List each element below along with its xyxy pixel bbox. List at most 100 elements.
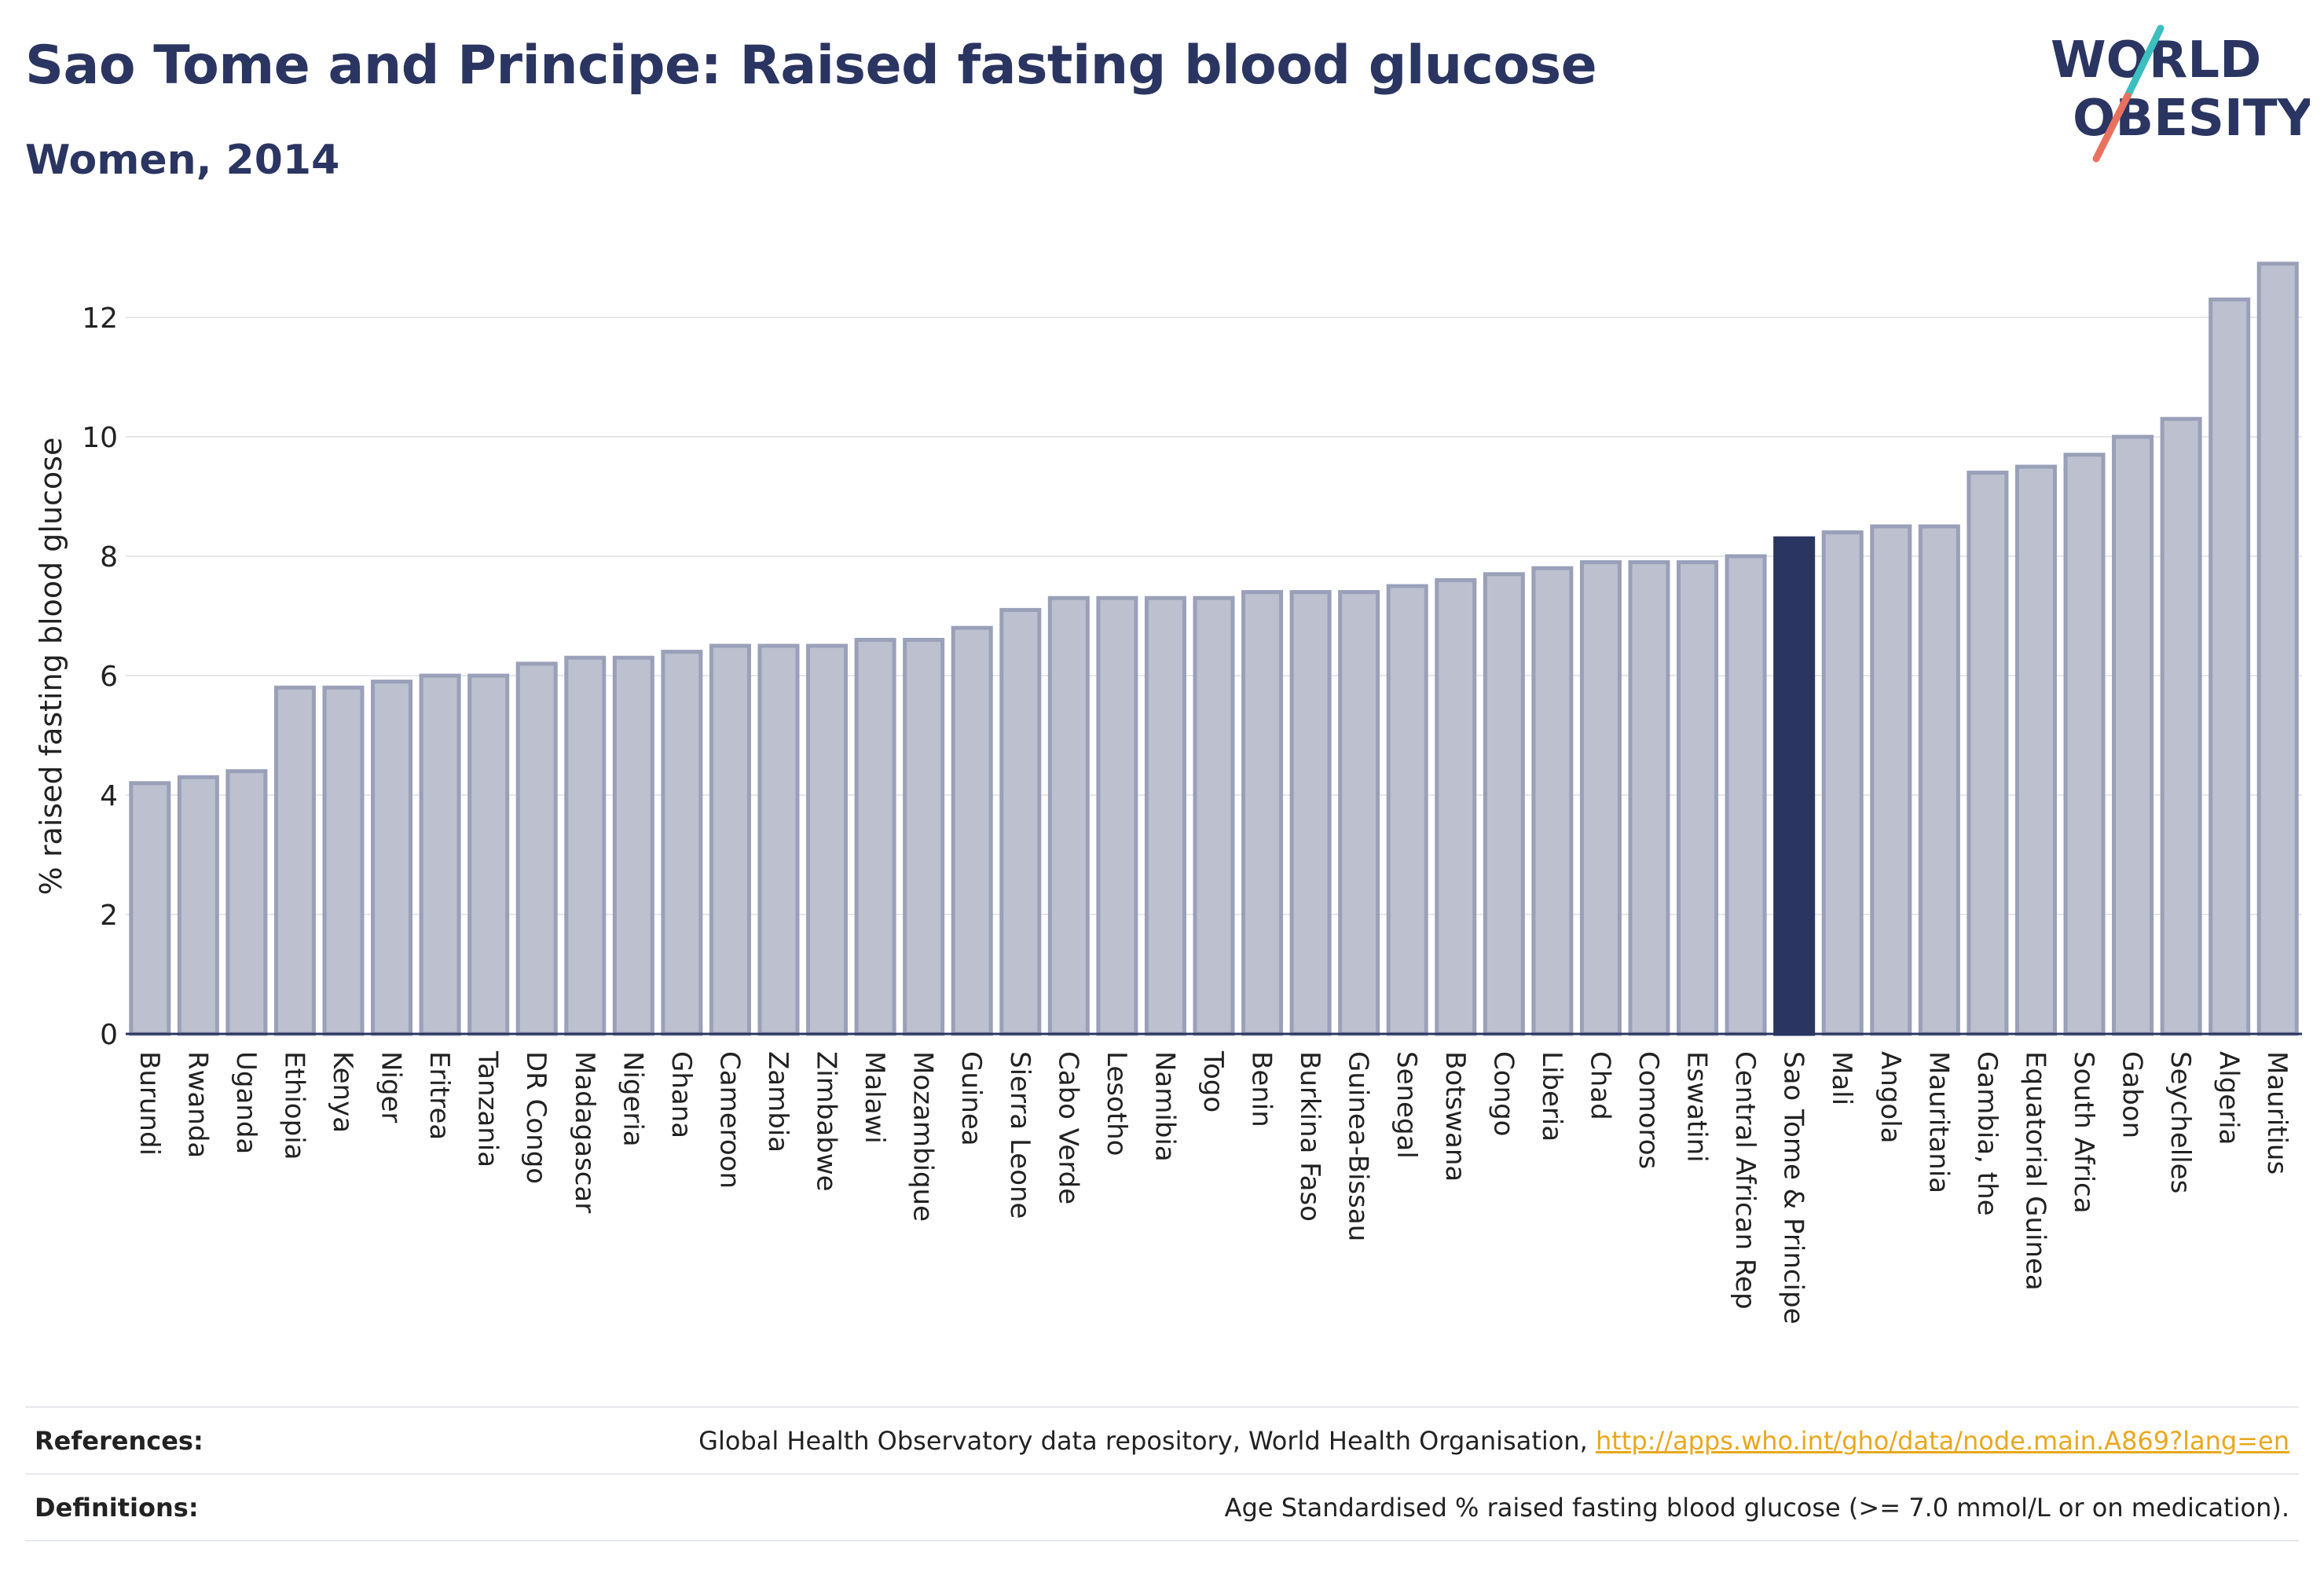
y-tick-label: 10 — [82, 422, 118, 454]
bar — [612, 655, 654, 1036]
bar — [903, 637, 945, 1036]
bar — [1677, 560, 1719, 1036]
logo-line2: OBESITY — [2073, 90, 2310, 148]
references-link[interactable]: http://apps.who.int/gho/data/node.main.A… — [1595, 1426, 2289, 1456]
x-tick-label: Cabo Verde — [1052, 1051, 1083, 1204]
x-tick-label: Burundi — [134, 1051, 165, 1156]
x-tick-label: Ghana — [665, 1051, 697, 1138]
x-tick-label: Liberia — [1536, 1051, 1567, 1142]
references-row: References: Global Health Observatory da… — [25, 1409, 2299, 1473]
x-tick-label: Mauritania — [1923, 1051, 1954, 1193]
x-tick-label: Uganda — [230, 1051, 262, 1154]
x-tick-label: Kenya — [327, 1051, 358, 1133]
x-tick-label: Lesotho — [1101, 1051, 1132, 1156]
x-tick-label: Congo — [1487, 1051, 1519, 1136]
bar — [177, 775, 219, 1036]
references-label: References: — [35, 1426, 203, 1456]
bar — [1725, 554, 1767, 1036]
bar-highlighted — [1773, 536, 1816, 1036]
y-tick-labels: 0 2 4 6 8 10 12 — [82, 302, 118, 1051]
x-tick-label: Guinea-Bissau — [1343, 1051, 1374, 1241]
y-tick-label: 12 — [82, 302, 118, 335]
x-tick-label: Gambia, the — [1971, 1051, 2003, 1216]
x-tick-label: DR Congo — [520, 1051, 552, 1184]
bar — [2160, 416, 2202, 1036]
y-tick-label: 2 — [100, 900, 118, 932]
bar — [2014, 464, 2057, 1036]
x-tick-label: Tanzania — [472, 1050, 504, 1167]
x-tick-label: Burkina Faso — [1294, 1051, 1325, 1222]
bar — [322, 685, 365, 1036]
bar — [1821, 530, 1864, 1036]
footer-divider — [25, 1473, 2299, 1475]
y-tick-label: 4 — [100, 780, 118, 812]
bar — [951, 625, 993, 1036]
references-value: Global Health Observatory data repositor… — [698, 1426, 2289, 1456]
bar — [2256, 262, 2299, 1036]
x-tick-label: Ethiopia — [278, 1051, 310, 1160]
x-tick-label: Equatorial Guinea — [2019, 1051, 2051, 1291]
bar — [806, 643, 849, 1036]
bar — [2209, 297, 2251, 1036]
bar — [1628, 560, 1670, 1036]
bar — [1289, 590, 1332, 1036]
bar — [1483, 572, 1525, 1036]
x-tick-label: Sao Tome & Principe — [1778, 1051, 1809, 1325]
bar — [515, 662, 558, 1036]
chart-subtitle: Women, 2014 — [25, 137, 340, 184]
bar — [757, 643, 800, 1036]
logo-slash-teal — [2124, 24, 2165, 100]
footer-divider — [25, 1406, 2299, 1408]
bar — [419, 673, 461, 1036]
x-tick-label: Eswatini — [1681, 1051, 1713, 1163]
footer-divider — [25, 1540, 2299, 1541]
bar — [1435, 577, 1477, 1036]
x-tick-label: Angola — [1875, 1051, 1906, 1143]
x-tick-label: Seychelles — [2165, 1051, 2196, 1193]
bar — [467, 673, 510, 1036]
bar — [1386, 584, 1428, 1036]
logo-slash-coral — [2092, 92, 2132, 163]
bar — [1338, 590, 1380, 1036]
x-tick-label: Mauritius — [2261, 1051, 2293, 1175]
x-tick-label: Nigeria — [617, 1051, 648, 1147]
x-tick-label: Togo — [1197, 1050, 1229, 1112]
x-tick-label: Namibia — [1149, 1051, 1180, 1162]
bar — [1967, 471, 2009, 1036]
bar — [999, 607, 1042, 1036]
bar — [1870, 524, 1912, 1036]
bar — [273, 685, 316, 1036]
y-tick-label: 6 — [100, 661, 118, 693]
x-tick-label: Botswana — [1439, 1051, 1471, 1182]
x-tick-label: Chad — [1584, 1051, 1615, 1120]
definitions-label: Definitions: — [35, 1493, 199, 1523]
x-tick-label: Malawi — [859, 1051, 890, 1144]
bars — [129, 262, 2299, 1036]
bar — [709, 643, 751, 1036]
x-tick-label: Madagascar — [569, 1051, 600, 1213]
bar — [661, 650, 703, 1036]
bar — [1531, 566, 1574, 1036]
x-tick-label: Benin — [1246, 1051, 1277, 1127]
bar — [1241, 590, 1284, 1036]
y-axis-label: % raised fasting blood glucose — [34, 438, 68, 896]
bar — [371, 680, 413, 1036]
x-tick-label: South Africa — [2068, 1051, 2099, 1214]
x-tick-label: Algeria — [2213, 1051, 2245, 1145]
bar — [1144, 596, 1186, 1036]
bar — [225, 769, 268, 1036]
x-tick-label: Mali — [1826, 1051, 1857, 1105]
bar — [2112, 434, 2154, 1036]
x-tick-label: Guinea — [955, 1051, 987, 1146]
x-tick-label: Sierra Leone — [1004, 1051, 1036, 1219]
bar — [564, 655, 607, 1036]
chart-title: Sao Tome and Principe: Raised fasting bl… — [25, 35, 1597, 97]
world-obesity-logo: WORLD OBESITY — [2051, 24, 2310, 163]
bar — [129, 781, 171, 1036]
definitions-value: Age Standardised % raised fasting blood … — [1224, 1493, 2289, 1523]
x-tick-label: Rwanda — [181, 1051, 213, 1158]
x-tick-label: Niger — [376, 1051, 407, 1123]
bar — [1047, 596, 1090, 1036]
x-tick-label: Eritrea — [423, 1051, 455, 1140]
x-tick-label: Cameroon — [713, 1051, 745, 1189]
